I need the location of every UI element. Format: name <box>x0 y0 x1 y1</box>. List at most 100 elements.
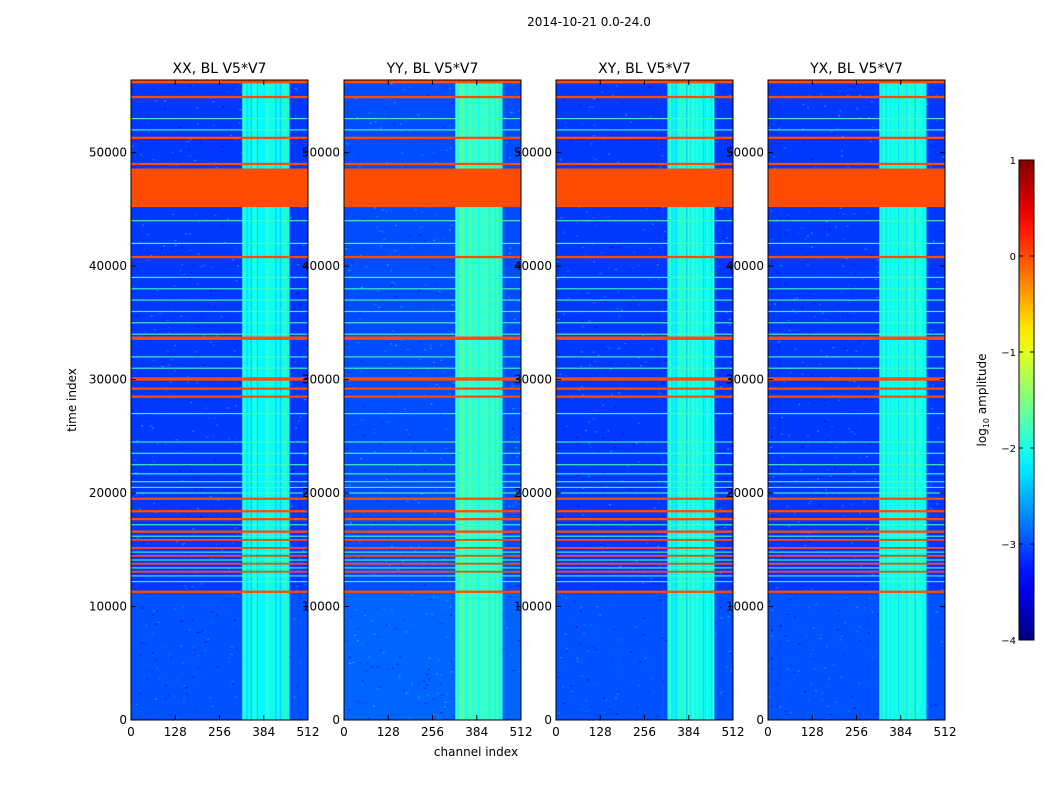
noise-speckle <box>826 355 829 357</box>
noise-speckle <box>801 446 804 448</box>
noise-speckle <box>660 358 663 360</box>
noise-speckle <box>353 291 356 294</box>
noise-speckle <box>303 100 306 102</box>
noise-speckle <box>134 472 137 474</box>
noise-speckle <box>729 361 732 363</box>
noise-speckle <box>941 274 943 276</box>
rfi-stripe <box>696 80 698 720</box>
noise-speckle <box>152 159 155 161</box>
noise-speckle <box>241 404 244 406</box>
noise-speckle <box>940 231 943 233</box>
flag-row-thin <box>131 581 308 583</box>
noise-speckle <box>151 652 154 654</box>
noise-speckle <box>846 225 849 227</box>
noise-speckle <box>824 505 826 507</box>
rfi-stripe <box>704 80 707 720</box>
noise-speckle <box>731 579 733 581</box>
noise-speckle <box>187 376 189 378</box>
noise-speckle <box>590 446 592 448</box>
noise-speckle <box>418 115 421 117</box>
noise-speckle <box>715 504 718 507</box>
noise-speckle <box>405 429 408 431</box>
noise-speckle <box>840 291 843 293</box>
noise-speckle <box>870 101 873 103</box>
noise-speckle <box>637 264 640 267</box>
noise-speckle <box>771 436 773 438</box>
noise-speckle <box>149 425 152 427</box>
noise-speckle <box>376 666 379 668</box>
noise-speckle <box>797 706 800 708</box>
noise-speckle <box>644 648 647 650</box>
noise-speckle <box>389 159 391 161</box>
noise-speckle <box>824 502 827 504</box>
noise-speckle <box>347 404 350 406</box>
noise-speckle <box>597 361 600 363</box>
noise-speckle <box>365 266 368 268</box>
noise-speckle <box>782 557 785 559</box>
noise-speckle <box>386 421 389 423</box>
noise-speckle <box>131 87 134 90</box>
noise-speckle <box>385 528 388 530</box>
noise-speckle <box>606 86 609 88</box>
noise-speckle <box>590 143 593 145</box>
noise-speckle <box>825 645 828 648</box>
noise-speckle <box>390 345 393 348</box>
noise-speckle <box>865 609 868 611</box>
noise-speckle <box>662 487 665 489</box>
noise-speckle <box>862 342 865 345</box>
noise-speckle <box>440 344 443 346</box>
noise-speckle <box>430 434 433 437</box>
noise-speckle <box>154 659 157 662</box>
noise-speckle <box>434 89 437 91</box>
noise-speckle <box>502 298 505 300</box>
noise-speckle <box>174 608 177 610</box>
noise-speckle <box>303 453 306 455</box>
noise-speckle <box>180 315 183 317</box>
noise-speckle <box>719 208 722 210</box>
noise-speckle <box>162 245 165 247</box>
noise-speckle <box>572 93 574 95</box>
noise-speckle <box>570 685 573 687</box>
noise-speckle <box>557 146 560 148</box>
noise-speckle <box>348 656 351 658</box>
noise-speckle <box>362 260 365 262</box>
noise-speckle <box>502 397 505 399</box>
noise-speckle <box>234 578 237 580</box>
colorbar-gradient <box>1018 159 1035 641</box>
x-tick-label: 384 <box>677 725 700 739</box>
noise-speckle <box>237 246 240 248</box>
noise-speckle <box>235 434 238 437</box>
noise-speckle <box>768 279 771 281</box>
noise-speckle <box>810 588 813 590</box>
noise-speckle <box>190 99 193 101</box>
noise-speckle <box>187 514 190 516</box>
noise-speckle <box>444 429 447 431</box>
flag-row-thin <box>344 220 521 222</box>
flagged-block <box>344 336 521 340</box>
noise-speckle <box>616 389 619 391</box>
y-tick-label: 30000 <box>726 373 764 387</box>
colorbar-tick-label: 1 <box>1010 156 1016 167</box>
flag-row-thin <box>768 464 945 466</box>
noise-speckle <box>859 640 861 642</box>
noise-speckle <box>617 161 620 163</box>
noise-speckle <box>934 704 937 706</box>
noise-speckle <box>235 630 238 632</box>
noise-speckle <box>932 247 935 250</box>
noise-speckle <box>930 329 933 332</box>
noise-speckle <box>799 248 802 250</box>
noise-speckle <box>728 324 731 326</box>
noise-speckle <box>594 360 597 363</box>
noise-speckle <box>812 650 815 652</box>
noise-speckle <box>778 619 781 622</box>
noise-speckle <box>665 118 668 120</box>
noise-speckle <box>353 679 356 681</box>
noise-speckle <box>424 675 427 677</box>
noise-speckle <box>505 268 508 270</box>
noise-speckle <box>806 364 809 367</box>
noise-speckle <box>198 681 201 683</box>
rfi-stripe <box>482 80 484 720</box>
noise-speckle <box>377 489 380 491</box>
noise-speckle <box>214 508 217 510</box>
noise-speckle <box>434 161 437 164</box>
